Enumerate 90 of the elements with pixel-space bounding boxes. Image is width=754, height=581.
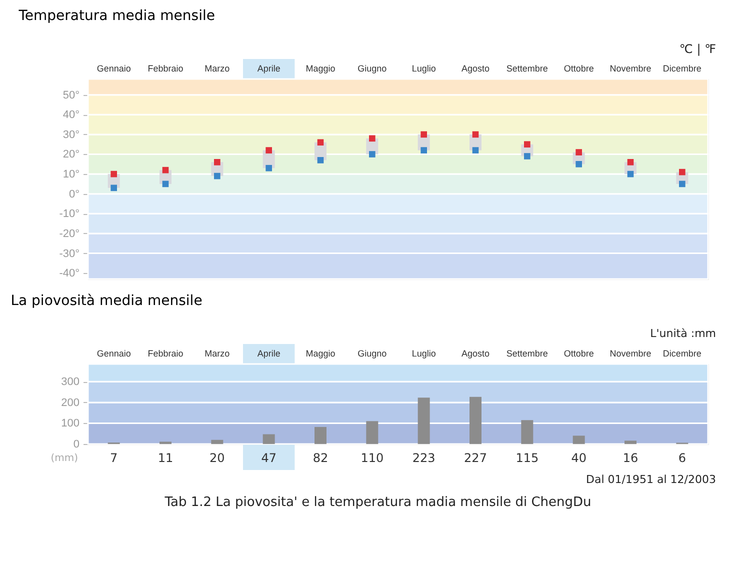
bar [624, 440, 636, 444]
data-label: 115 [516, 451, 539, 465]
x-tick-label: Febbraio [148, 64, 184, 74]
x-tick-label: Aprile [257, 348, 280, 358]
y-tick-label: 0° [68, 188, 80, 200]
x-tick-label: Febbraio [148, 348, 184, 358]
x-tick-label: Aprile [257, 64, 280, 74]
point [420, 131, 427, 138]
point [679, 180, 686, 188]
x-tick-label: Gennaio [96, 64, 131, 74]
data-label: 110 [360, 451, 384, 465]
point [369, 135, 376, 142]
data-label: 82 [312, 451, 328, 465]
point [576, 160, 582, 168]
y-tick-label: -30° [59, 248, 80, 260]
point [317, 157, 324, 164]
x-tick-label: Luglio [412, 64, 436, 74]
text: L'unità :mm [650, 327, 716, 340]
chart-title: Temperatura media mensile [18, 8, 215, 24]
point [162, 180, 169, 188]
y-tick-label: 40° [62, 109, 80, 122]
x-tick-label: Novembre [610, 64, 652, 74]
x-tick-label: Novembre [610, 348, 652, 358]
x-tick-label: Dicembre [662, 64, 702, 74]
data-label: 7 [110, 451, 118, 465]
y-tick-label: -10° [59, 208, 80, 220]
bar [418, 398, 430, 444]
point [524, 153, 530, 160]
x-tick-label: Marzo [204, 64, 230, 74]
bar [366, 421, 378, 444]
x-tick-label: Maggio [306, 348, 336, 358]
data-label: 227 [464, 451, 487, 465]
y-tick-label: 10° [62, 168, 80, 181]
point [214, 159, 220, 166]
bar [262, 434, 275, 444]
point [472, 147, 479, 154]
x-tick-label: Dicembre [662, 348, 702, 358]
x-tick-label: Marzo [204, 348, 230, 358]
point [524, 141, 530, 148]
x-tick-label: Gennaio [96, 348, 131, 358]
x-tick-label: Ottobre [564, 348, 594, 358]
chart-title: La piovosità media mensile [10, 293, 202, 309]
point [420, 147, 427, 154]
bar [572, 436, 585, 444]
data-label: 223 [412, 451, 436, 465]
point [679, 168, 686, 176]
x-tick-label: Giugno [358, 64, 387, 74]
x-tick-label: Maggio [306, 64, 336, 74]
y-tick-label: 300 [61, 376, 80, 388]
bar [314, 426, 326, 444]
y-tick-label: 20° [62, 148, 80, 161]
y-tick-label: -40° [59, 268, 80, 280]
data-label: 11 [158, 451, 174, 465]
text: (mm) [50, 453, 78, 464]
data-label: 40 [571, 451, 586, 465]
bar [521, 420, 534, 444]
x-tick-label: Settembre [506, 348, 548, 358]
point [472, 131, 479, 138]
point [110, 170, 117, 178]
point [110, 184, 117, 192]
point [627, 159, 634, 166]
data-label: 47 [261, 451, 276, 465]
y-tick-label: 200 [61, 396, 80, 409]
bar [211, 440, 224, 444]
data-label: 6 [678, 451, 686, 465]
y-tick-label: 30° [62, 128, 80, 141]
data-label: 16 [622, 451, 638, 465]
point [369, 151, 376, 158]
data-label: 20 [210, 451, 225, 465]
point [317, 139, 324, 146]
x-tick-label: Agosto [461, 348, 490, 358]
y-tick-label: 50° [62, 89, 80, 102]
y-tick-label: 0 [73, 438, 80, 450]
bar [470, 396, 482, 444]
point [266, 147, 272, 154]
text: Tab 1.2 La piovosita' e la temperatura madia mensile di ChengDu [164, 495, 592, 510]
point [266, 164, 272, 172]
point [162, 166, 169, 174]
point [214, 172, 220, 180]
x-tick-label: Giugno [358, 348, 387, 358]
y-tick-label: 100 [61, 418, 80, 430]
x-tick-label: Agosto [461, 64, 490, 74]
text: ℃ | ℉ [679, 42, 716, 56]
x-tick-label: Settembre [506, 64, 548, 74]
point [627, 170, 634, 178]
x-tick-label: Luglio [412, 348, 436, 358]
text: Dal 01/1951 al 12/2003 [586, 473, 716, 486]
x-tick-label: Ottobre [564, 64, 594, 74]
y-tick-label: -20° [59, 228, 80, 240]
point [576, 149, 582, 156]
